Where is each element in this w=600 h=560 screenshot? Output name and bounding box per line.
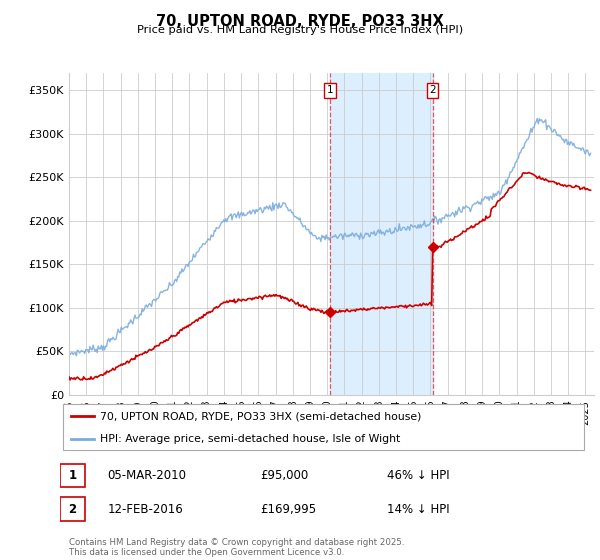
Text: 70, UPTON ROAD, RYDE, PO33 3HX (semi-detached house): 70, UPTON ROAD, RYDE, PO33 3HX (semi-det…	[100, 411, 421, 421]
Text: 2: 2	[429, 85, 436, 95]
Bar	[330, 73, 433, 395]
Text: 2: 2	[68, 502, 77, 516]
Text: HPI: Average price, semi-detached house, Isle of Wight: HPI: Average price, semi-detached house,…	[100, 434, 400, 444]
Text: 12-FEB-2016: 12-FEB-2016	[107, 502, 183, 516]
Text: 14% ↓ HPI: 14% ↓ HPI	[388, 502, 450, 516]
FancyBboxPatch shape	[60, 464, 85, 487]
Text: £169,995: £169,995	[260, 502, 317, 516]
FancyBboxPatch shape	[62, 404, 584, 450]
Text: 1: 1	[327, 85, 334, 95]
Text: Price paid vs. HM Land Registry's House Price Index (HPI): Price paid vs. HM Land Registry's House …	[137, 25, 463, 35]
Text: Contains HM Land Registry data © Crown copyright and database right 2025.
This d: Contains HM Land Registry data © Crown c…	[69, 538, 404, 557]
Text: £95,000: £95,000	[260, 469, 309, 482]
Text: 05-MAR-2010: 05-MAR-2010	[107, 469, 187, 482]
Text: 1: 1	[68, 469, 77, 482]
Text: 46% ↓ HPI: 46% ↓ HPI	[388, 469, 450, 482]
FancyBboxPatch shape	[60, 497, 85, 521]
Text: 70, UPTON ROAD, RYDE, PO33 3HX: 70, UPTON ROAD, RYDE, PO33 3HX	[156, 14, 444, 29]
